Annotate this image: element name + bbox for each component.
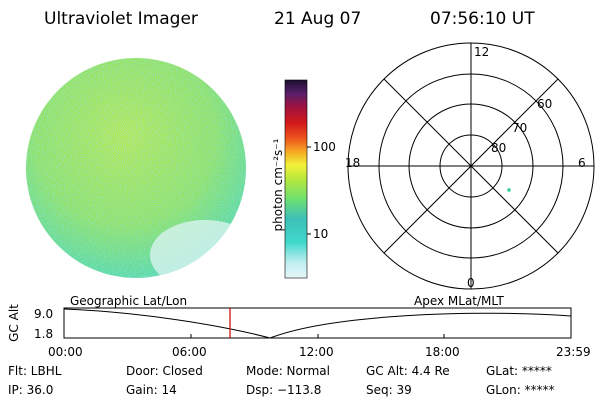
- timeline-ytick-min: 1.8: [34, 327, 54, 341]
- info-seq: Seq: 39: [366, 383, 412, 397]
- colorbar-tick-100: 100: [313, 140, 336, 154]
- time-label: 07:56:10 UT: [430, 9, 535, 29]
- info-mode: Mode: Normal: [246, 364, 330, 378]
- timeline-xtick-0600: 06:00: [172, 345, 207, 359]
- timeline-right-label: Apex MLat/MLT: [414, 294, 504, 308]
- polar-lat-80: 80: [491, 141, 507, 155]
- timeline-xtick-2359: 23:59: [556, 345, 591, 359]
- polar-lat-60: 60: [537, 97, 553, 111]
- date-label: 21 Aug 07: [274, 9, 362, 29]
- timeline-xtick-1200: 12:00: [299, 345, 334, 359]
- timeline-ytick-max: 9.0: [34, 307, 54, 321]
- instrument-title: Ultraviolet Imager: [44, 9, 198, 29]
- polar-hour-12: 12: [474, 45, 490, 59]
- timeline-left-label: Geographic Lat/Lon: [70, 294, 188, 308]
- info-door: Door: Closed: [126, 364, 203, 378]
- colorbar-tick-10: 10: [313, 227, 329, 241]
- info-gain: Gain: 14: [126, 383, 177, 397]
- polar-hour-6: 6: [578, 156, 586, 170]
- timeline-xtick-0000: 00:00: [48, 345, 83, 359]
- timeline-xtick-1800: 18:00: [425, 345, 460, 359]
- info-ip: IP: 36.0: [8, 383, 54, 397]
- info-dsp: Dsp: −113.8: [246, 383, 322, 397]
- info-glon: GLon: *****: [486, 383, 555, 397]
- info-gcalt: GC Alt: 4.4 Re: [366, 364, 450, 378]
- polar-lat-70: 70: [512, 121, 528, 135]
- info-glat: GLat: *****: [486, 364, 552, 378]
- polar-hour-0: 0: [467, 276, 475, 290]
- info-flt: Flt: LBHL: [8, 364, 62, 378]
- polar-hour-18: 18: [345, 156, 361, 170]
- polar-data-point: [507, 188, 511, 192]
